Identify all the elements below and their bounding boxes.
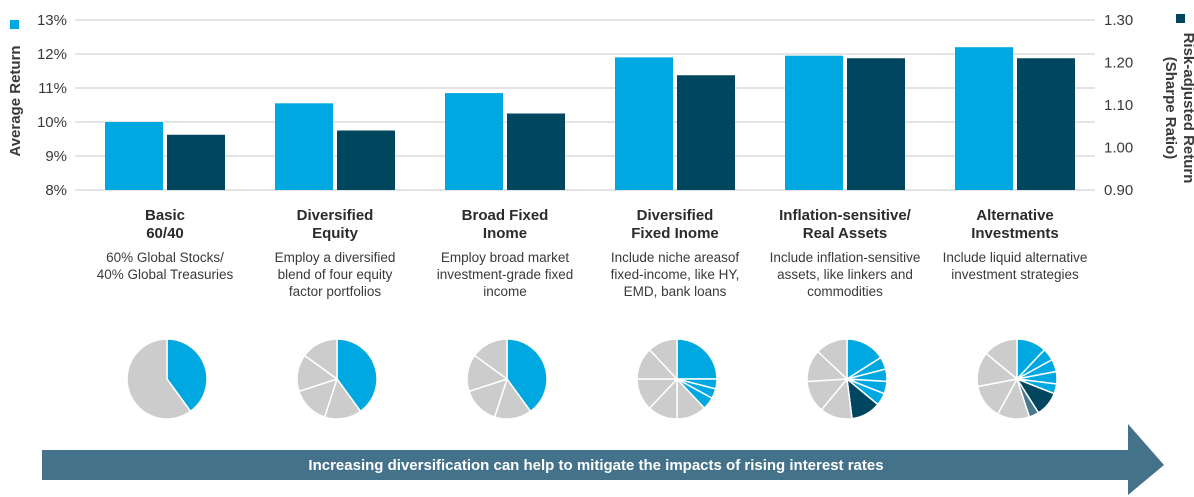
category-description: investment-grade fixed bbox=[437, 267, 574, 282]
pie-slice bbox=[816, 338, 848, 381]
category-title: Equity bbox=[312, 225, 358, 242]
category-description: factor portfolios bbox=[289, 284, 382, 299]
left-tick-label: 12% bbox=[37, 46, 67, 63]
category-title: Broad Fixed bbox=[462, 207, 549, 224]
category-title: Inome bbox=[483, 225, 527, 242]
category-description: EMD, bank loans bbox=[624, 284, 727, 299]
right-tick-label: 1.10 bbox=[1104, 97, 1133, 114]
category-title: Inflation-sensitive/ bbox=[779, 207, 912, 224]
right-axis-title-line-2: (Sharpe Ratio) bbox=[1162, 57, 1179, 160]
left-tick-label: 13% bbox=[37, 12, 67, 29]
left-axis-legend-swatch bbox=[10, 20, 19, 29]
right-tick-label: 0.90 bbox=[1104, 182, 1133, 199]
right-axis-legend-swatch bbox=[1176, 14, 1185, 23]
allocation-pie bbox=[806, 338, 888, 420]
average-return-bar bbox=[445, 93, 503, 190]
allocation-pie bbox=[296, 338, 378, 420]
allocation-pie bbox=[466, 338, 548, 420]
sharpe-ratio-bar bbox=[677, 75, 735, 190]
category-description: Include inflation-sensitive bbox=[770, 250, 921, 265]
left-tick-label: 8% bbox=[45, 182, 67, 199]
category-description: Include liquid alternative bbox=[943, 250, 1088, 265]
allocation-pie bbox=[126, 338, 208, 420]
pie-slice bbox=[303, 338, 338, 381]
pie-slice bbox=[648, 338, 678, 381]
category-description: Include niche areasof bbox=[611, 250, 740, 265]
allocation-pies bbox=[126, 338, 1058, 420]
average-return-bar bbox=[785, 55, 843, 191]
right-axis-ticks: 0.90 1.00 1.10 1.20 1.30 bbox=[1104, 12, 1133, 199]
pie-slice bbox=[676, 338, 718, 380]
sharpe-ratio-bar bbox=[507, 113, 565, 190]
sharpe-ratio-bar bbox=[847, 58, 905, 190]
pie-slice bbox=[166, 338, 208, 413]
category-title: Diversified bbox=[637, 207, 714, 224]
category-title: Fixed Inome bbox=[631, 225, 719, 242]
average-return-bar bbox=[615, 57, 673, 191]
left-tick-label: 10% bbox=[37, 114, 67, 131]
category-title: 60/40 bbox=[146, 225, 184, 242]
allocation-pie bbox=[636, 338, 718, 420]
category-description: Employ broad market bbox=[441, 250, 570, 265]
average-return-bar bbox=[955, 47, 1013, 191]
category-title: Investments bbox=[971, 225, 1059, 242]
category-title: Real Assets bbox=[803, 225, 888, 242]
sharpe-ratio-bar bbox=[337, 130, 395, 190]
right-tick-label: 1.30 bbox=[1104, 12, 1133, 29]
category-description: investment strategies bbox=[951, 267, 1079, 282]
category-title: Diversified bbox=[297, 207, 374, 224]
category-title: Alternative bbox=[976, 207, 1054, 224]
category-description: 40% Global Treasuries bbox=[97, 267, 234, 282]
left-axis-ticks: 8% 9% 10% 11% 12% 13% bbox=[37, 12, 67, 199]
category-description: blend of four equity bbox=[278, 267, 393, 282]
category-description: fixed-income, like HY, bbox=[611, 267, 740, 282]
right-tick-label: 1.20 bbox=[1104, 55, 1133, 72]
allocation-pie bbox=[976, 338, 1058, 420]
category-description: assets, like linkers and bbox=[777, 267, 913, 282]
sharpe-ratio-bar bbox=[1017, 58, 1075, 190]
banner-text: Increasing diversification can help to m… bbox=[308, 457, 883, 474]
pie-slice bbox=[336, 338, 378, 413]
sharpe-ratio-bar bbox=[167, 134, 225, 190]
category-title: Basic bbox=[145, 207, 185, 224]
left-axis-title: Average Return bbox=[7, 45, 24, 156]
left-tick-label: 11% bbox=[38, 80, 67, 97]
category-description: 60% Global Stocks/ bbox=[106, 250, 224, 265]
gridlines bbox=[75, 19, 1095, 191]
pie-slice bbox=[985, 338, 1018, 381]
pie-slice bbox=[473, 338, 508, 381]
average-return-bar bbox=[275, 103, 333, 190]
left-tick-label: 9% bbox=[45, 148, 67, 165]
diversification-arrow bbox=[42, 424, 1164, 495]
category-description: income bbox=[483, 284, 527, 299]
pie-slice bbox=[126, 338, 192, 420]
right-tick-label: 1.00 bbox=[1104, 140, 1133, 157]
average-return-bar bbox=[105, 122, 163, 190]
pie-slice bbox=[506, 338, 548, 413]
category-description: commodities bbox=[807, 284, 883, 299]
bars bbox=[105, 47, 1075, 191]
category-description: Employ a diversified bbox=[275, 250, 396, 265]
right-axis-title-line-1: Risk-adjusted Return bbox=[1180, 33, 1194, 184]
